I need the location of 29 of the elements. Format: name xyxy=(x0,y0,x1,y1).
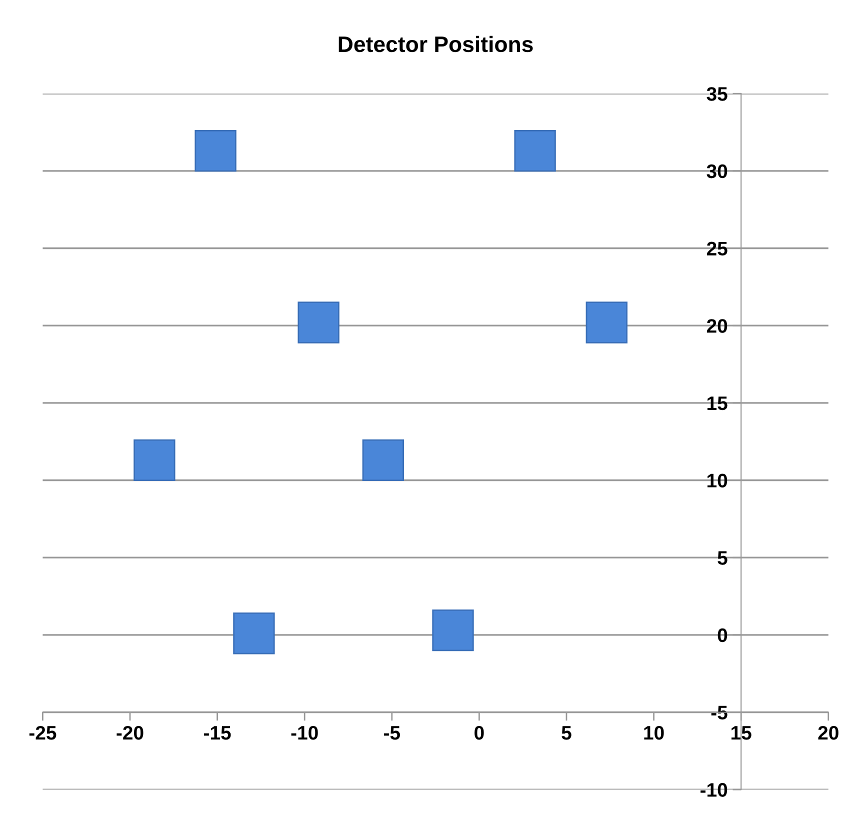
x-tick-label: 20 xyxy=(818,726,838,740)
chart-title: Detector Positions xyxy=(338,36,533,52)
x-tick-label: -5 xyxy=(384,726,400,740)
x-tick-label: -20 xyxy=(116,726,144,740)
point xyxy=(233,612,275,654)
y-tick-label: 25 xyxy=(706,242,728,256)
y-tick-label: 5 xyxy=(718,551,728,565)
point xyxy=(298,302,340,344)
point xyxy=(194,130,236,172)
x-tick-label: 10 xyxy=(644,726,664,740)
point xyxy=(514,130,556,172)
x-tick-label: -10 xyxy=(291,726,318,740)
y-tick-label: 15 xyxy=(707,396,728,410)
x-tick-label: 15 xyxy=(731,726,752,740)
y-tick-label: 30 xyxy=(706,164,728,178)
x-tick-label: -15 xyxy=(204,726,231,740)
y-tick-label: 35 xyxy=(706,87,728,101)
x-tick-label: -25 xyxy=(29,726,56,740)
y-tick-label: 10 xyxy=(707,474,728,488)
y-tick-label: 20 xyxy=(706,319,728,333)
y-tick-label: -5 xyxy=(711,706,728,720)
point xyxy=(362,439,404,481)
x-tick-label: 0 xyxy=(474,726,484,740)
x-tick-label: 5 xyxy=(562,726,572,740)
y-tick-label: 0 xyxy=(718,628,728,642)
y-tick-label: -10 xyxy=(700,783,728,797)
point xyxy=(134,439,176,481)
point xyxy=(586,302,628,344)
point xyxy=(432,609,474,652)
